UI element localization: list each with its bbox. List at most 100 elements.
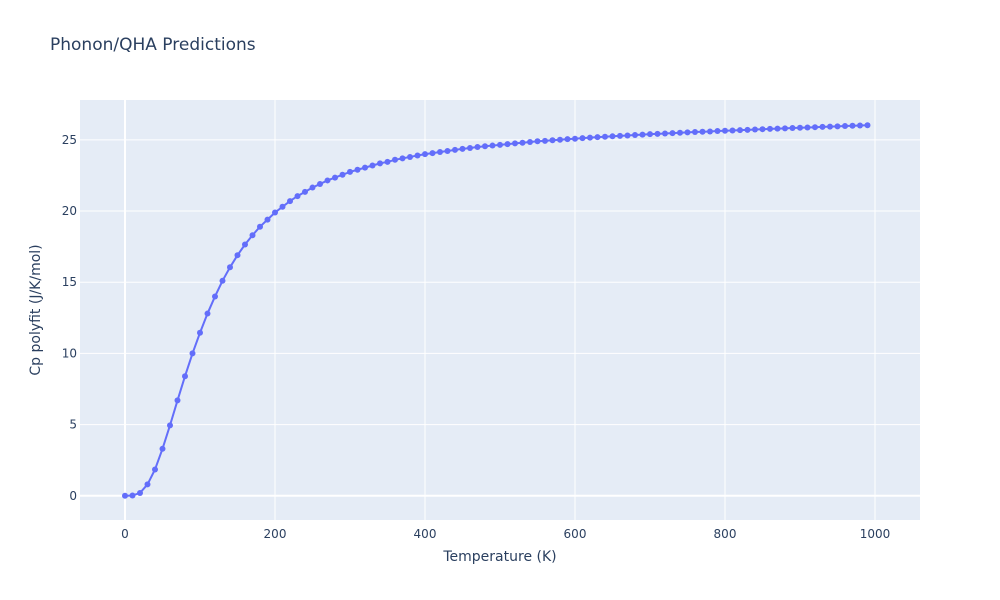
data-point <box>519 139 526 146</box>
data-point <box>767 125 773 132</box>
data-point <box>309 184 316 191</box>
data-point <box>234 252 241 259</box>
data-point <box>204 310 211 317</box>
data-point <box>774 125 781 132</box>
data-point <box>482 143 488 150</box>
data-point <box>647 131 653 138</box>
data-point <box>699 128 706 135</box>
data-point <box>422 151 428 158</box>
data-point <box>512 140 518 147</box>
x-tick-label: 200 <box>264 527 287 541</box>
series-line <box>124 124 868 497</box>
data-point <box>819 123 826 130</box>
data-point <box>429 150 436 157</box>
data-point <box>789 125 796 132</box>
data-point <box>189 350 196 357</box>
data-point <box>377 160 383 167</box>
y-tick-label: 0 <box>69 489 77 503</box>
x-gridlines <box>124 100 876 520</box>
data-point <box>437 148 443 155</box>
data-point <box>534 138 541 145</box>
x-axis-title: Temperature (K) <box>442 549 556 565</box>
data-point <box>864 122 871 129</box>
data-point <box>459 145 466 152</box>
data-point <box>662 130 668 137</box>
data-point <box>249 232 256 239</box>
data-point <box>617 132 623 139</box>
data-point <box>339 171 346 178</box>
data-point <box>362 164 368 171</box>
data-point <box>654 130 661 137</box>
y-tick-label: 20 <box>62 204 77 218</box>
data-point <box>399 155 406 162</box>
data-point <box>392 156 398 163</box>
data-point <box>354 166 361 173</box>
data-point <box>407 153 413 160</box>
data-point <box>602 133 608 140</box>
data-point <box>797 124 803 131</box>
chart-title: Phonon/QHA Predictions <box>50 35 256 55</box>
data-point <box>294 193 301 200</box>
data-point <box>804 124 811 131</box>
data-point <box>347 168 353 175</box>
data-point <box>827 123 833 130</box>
data-point <box>609 133 616 140</box>
data-point <box>737 127 743 134</box>
data-point <box>542 137 548 144</box>
data-point <box>782 125 788 132</box>
data-point <box>174 397 181 404</box>
data-point <box>152 466 158 473</box>
data-point <box>242 241 248 248</box>
y-tick-label: 15 <box>62 275 77 289</box>
data-point <box>264 216 271 223</box>
data-point <box>212 293 218 300</box>
data-point <box>632 132 638 139</box>
series-markers <box>122 122 871 499</box>
data-point <box>444 147 451 154</box>
data-point <box>849 122 856 129</box>
data-point <box>692 129 698 136</box>
data-point <box>452 146 458 153</box>
data-point <box>159 445 166 452</box>
y-axis-title: Cp polyfit (J/K/mol) <box>28 244 44 375</box>
data-point <box>842 123 848 130</box>
data-point <box>714 128 721 135</box>
data-point <box>812 124 818 131</box>
data-point <box>227 264 233 271</box>
x-tick-labels: 0 200 400 600 800 1000 <box>121 527 890 541</box>
x-tick-label: 0 <box>121 527 129 541</box>
data-point <box>527 139 533 145</box>
x-tick-label: 600 <box>564 527 587 541</box>
data-point <box>497 141 503 148</box>
data-point <box>384 158 391 165</box>
data-point <box>564 136 571 143</box>
y-tick-label: 10 <box>62 346 77 360</box>
data-point <box>557 136 563 143</box>
data-point <box>474 143 481 150</box>
data-point <box>182 373 188 380</box>
data-point <box>302 188 308 195</box>
data-point <box>594 134 601 141</box>
data-point <box>137 489 143 496</box>
data-point <box>572 135 578 142</box>
data-point <box>857 122 863 129</box>
data-point <box>722 127 728 134</box>
plot-area <box>80 100 920 520</box>
data-point <box>744 126 751 133</box>
y-tick-label: 5 <box>69 418 77 432</box>
data-point <box>684 129 691 136</box>
data-point <box>752 126 758 133</box>
data-point <box>587 134 593 141</box>
y-tick-label: 25 <box>62 133 77 147</box>
data-point <box>257 223 263 230</box>
data-point <box>549 137 556 144</box>
data-point <box>287 198 293 205</box>
data-point <box>332 174 338 181</box>
data-point <box>279 203 286 210</box>
data-point <box>129 492 136 499</box>
data-point <box>504 141 511 148</box>
data-point <box>759 126 766 133</box>
data-point <box>624 132 631 139</box>
data-point <box>729 127 736 134</box>
